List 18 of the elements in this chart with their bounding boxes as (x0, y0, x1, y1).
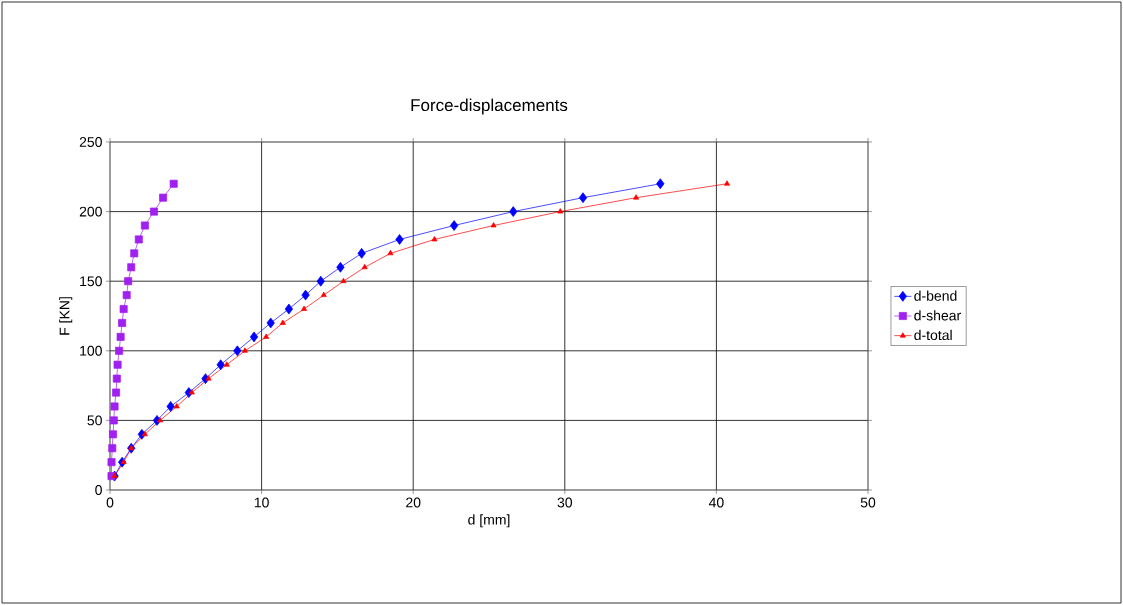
legend-label: d-bend (914, 290, 957, 301)
y-tick-label: 0 (95, 485, 102, 495)
x-axis-title: d [mm] (468, 514, 510, 528)
legend-label: d-shear (914, 310, 961, 321)
y-tick-label: 250 (79, 137, 102, 147)
y-tick-label: 50 (87, 415, 102, 426)
chart-title: Force-displacements (411, 98, 568, 115)
y-tick-label: 100 (80, 345, 102, 356)
x-tick-label: 30 (557, 497, 573, 508)
legend-label: d-total (914, 329, 952, 341)
x-tick-label: 50 (860, 497, 876, 508)
x-tick-label: 40 (708, 497, 724, 508)
x-tick-label: 20 (406, 497, 421, 508)
x-tick-label: 0 (106, 497, 114, 508)
y-tick-label: 200 (79, 206, 102, 217)
y-tick-label: 150 (80, 276, 102, 287)
x-tick-label: 10 (254, 497, 269, 508)
y-axis-title: F [KN] (59, 297, 73, 335)
